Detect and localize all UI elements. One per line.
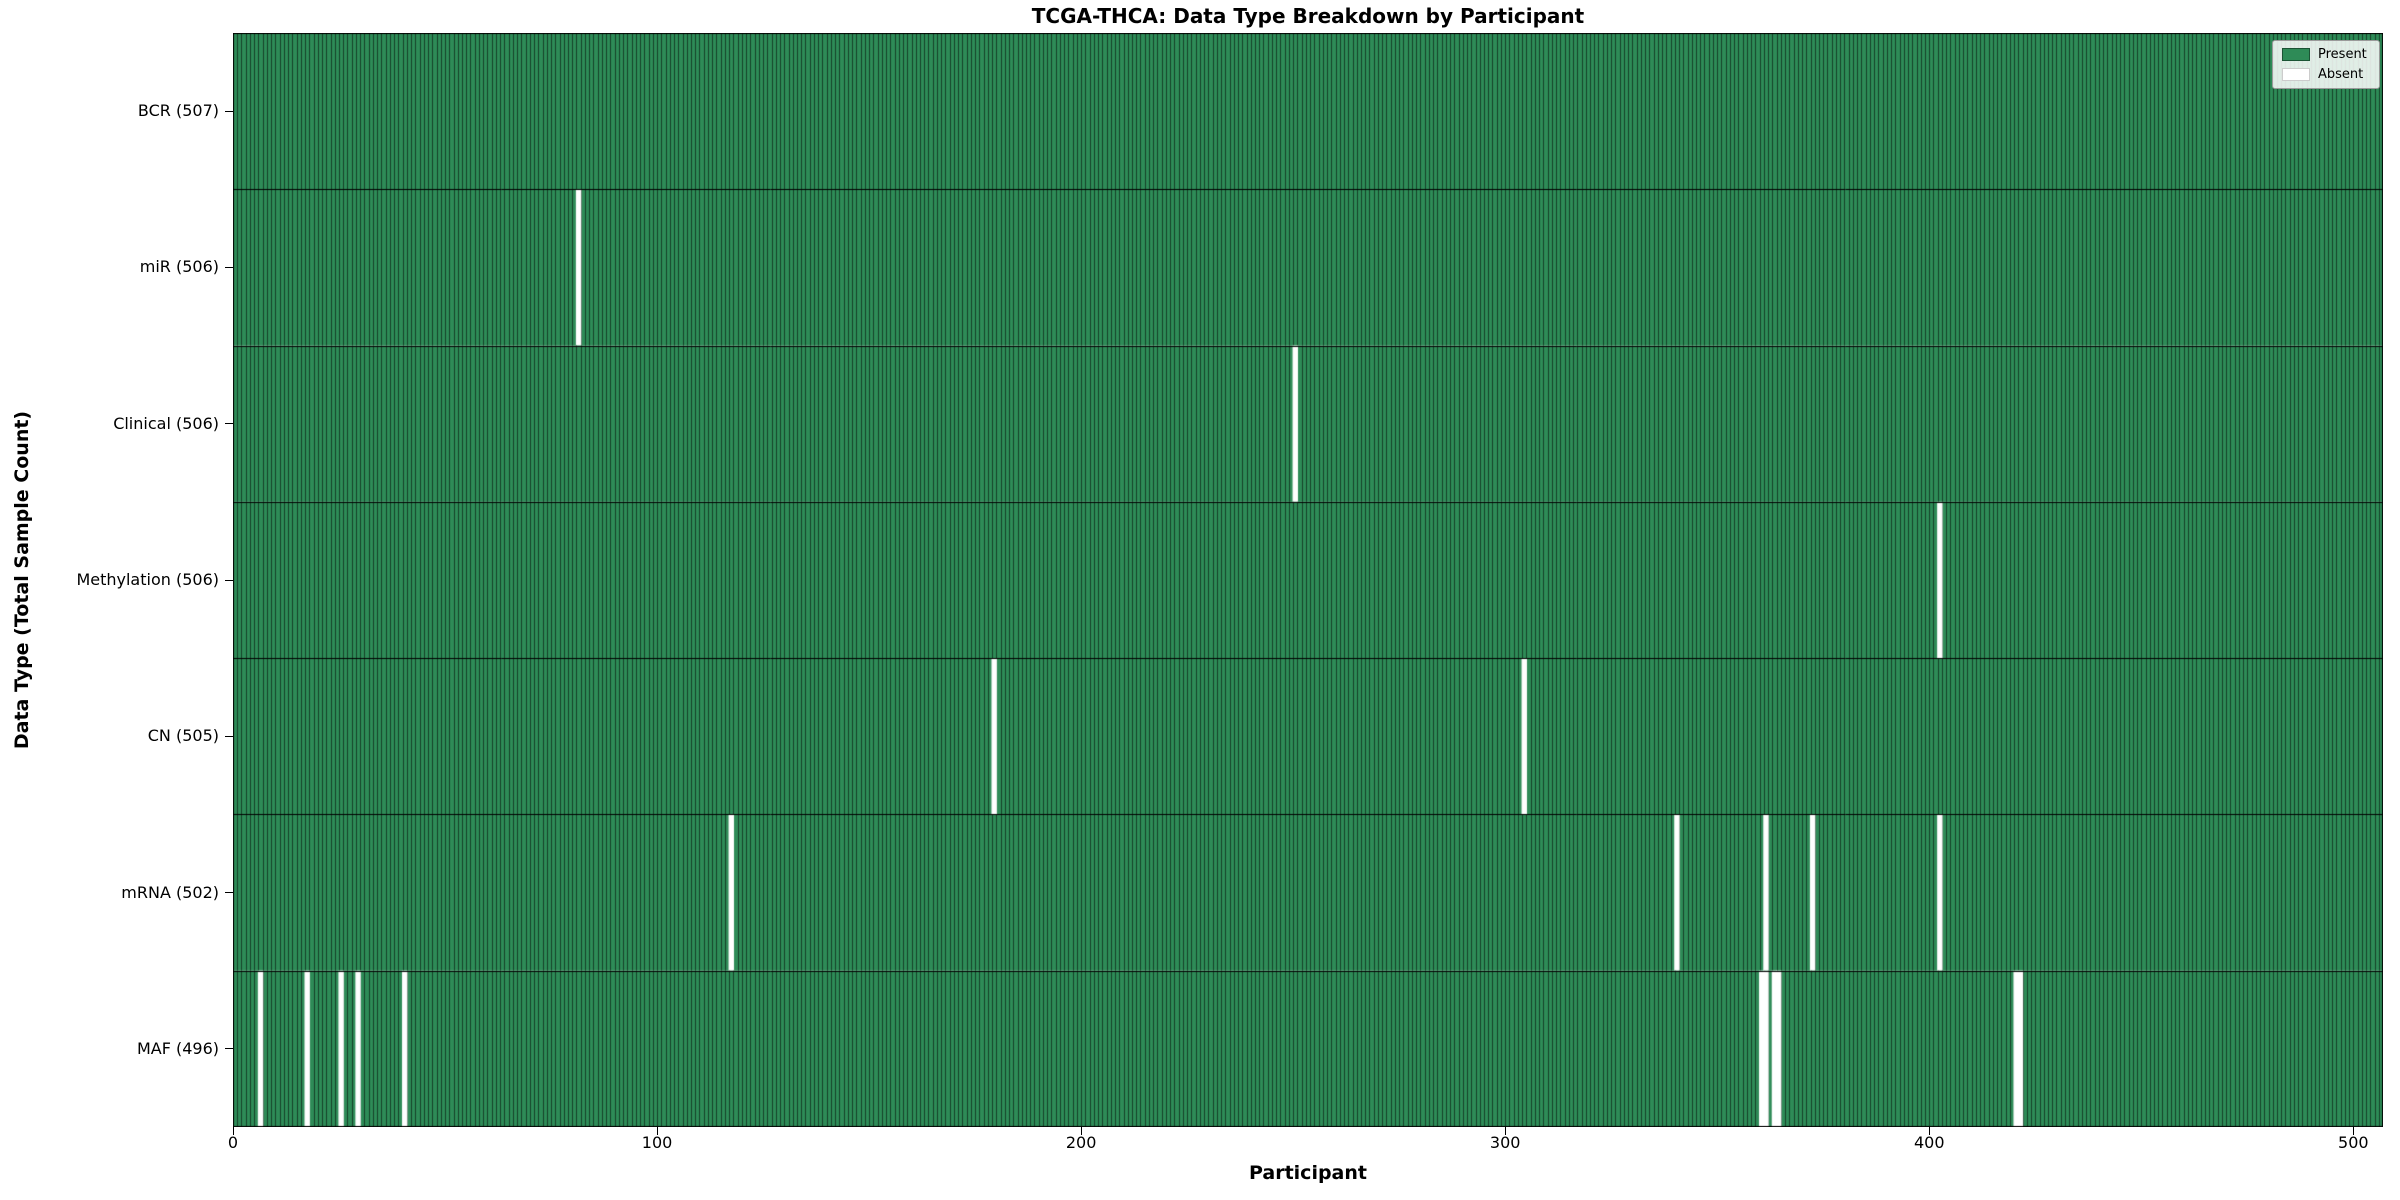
x-tick-label: 100 xyxy=(641,1133,673,1152)
y-tick-mark xyxy=(225,266,233,268)
x-axis-label: Participant xyxy=(1248,1162,1367,1184)
y-tick-label-mir: miR (506) xyxy=(139,257,219,277)
y-tick-label-cn: CN (505) xyxy=(147,726,219,746)
y-tick-mark xyxy=(225,423,233,425)
y-tick-mark xyxy=(225,735,233,737)
y-tick-mark xyxy=(225,110,233,112)
heatmap-canvas xyxy=(233,33,2383,1127)
y-axis-label: Data Type (Total Sample Count) xyxy=(11,410,33,750)
chart-title: TCGA-THCA: Data Type Breakdown by Partic… xyxy=(1031,4,1585,28)
x-tick-label: 0 xyxy=(227,1133,239,1152)
x-tick-label: 300 xyxy=(1489,1133,1521,1152)
legend-item-absent: Absent xyxy=(2282,67,2370,82)
y-tick-label-methylation: Methylation (506) xyxy=(76,570,219,589)
y-tick-mark xyxy=(225,579,233,581)
legend-item-present: Present xyxy=(2282,47,2370,62)
legend-present-label: Present xyxy=(2318,47,2367,62)
x-tick-mark xyxy=(1928,1127,1930,1135)
x-tick-mark xyxy=(232,1127,234,1135)
y-tick-label-bcr: BCR (507) xyxy=(137,101,219,121)
y-tick-mark xyxy=(225,1048,233,1050)
y-tick-mark xyxy=(225,892,233,894)
x-tick-mark xyxy=(1080,1127,1082,1135)
y-tick-label-mrna: mRNA (502) xyxy=(121,882,219,902)
legend-absent-label: Absent xyxy=(2318,67,2364,82)
present-swatch-icon xyxy=(2282,48,2310,61)
x-tick-label: 200 xyxy=(1065,1133,1097,1152)
x-tick-label: 500 xyxy=(2338,1133,2369,1152)
x-tick-mark xyxy=(656,1127,658,1135)
legend: Present Absent xyxy=(2272,40,2380,89)
x-tick-label: 400 xyxy=(1913,1133,1945,1152)
y-tick-label-clinical: Clinical (506) xyxy=(113,413,219,433)
x-tick-mark xyxy=(2352,1127,2354,1135)
x-tick-mark xyxy=(1504,1127,1506,1135)
y-tick-label-maf: MAF (496) xyxy=(136,1038,219,1058)
absent-swatch-icon xyxy=(2282,68,2310,81)
